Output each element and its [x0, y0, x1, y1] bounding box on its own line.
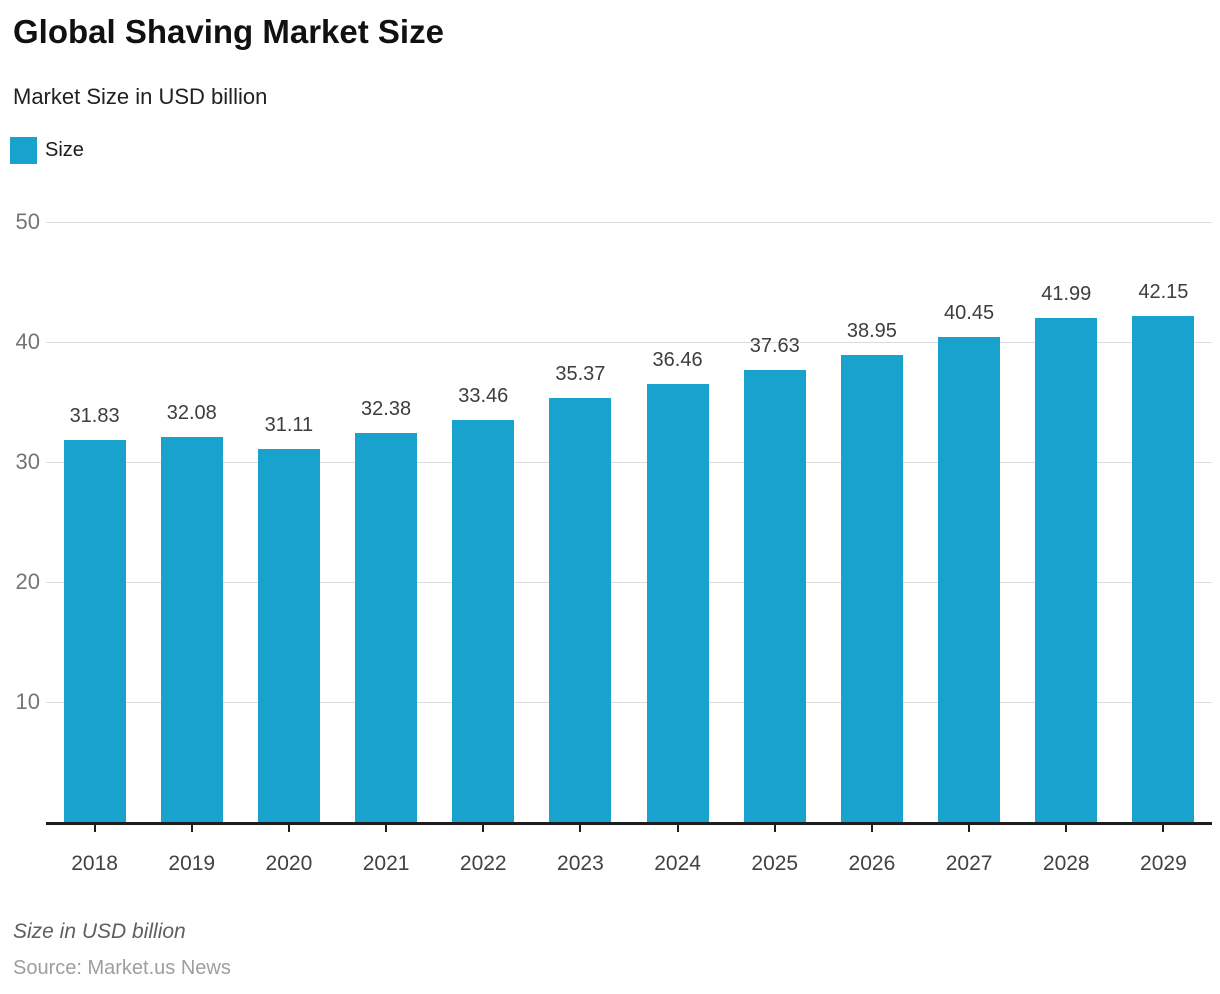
bar[interactable] — [743, 370, 806, 822]
gridline — [46, 701, 1212, 703]
plot-area: 10 20 30 40 50 31.83 2018 32.08 2019 31.11 2020 32.… — [16, 209, 1212, 875]
bar-value-label: 33.46 — [458, 385, 509, 408]
x-tick-label: 2026 — [848, 852, 896, 875]
x-tick-label: 2022 — [459, 852, 507, 875]
legend-swatch-icon[interactable] — [10, 137, 37, 164]
x-axis-line — [46, 822, 1212, 825]
bar[interactable] — [646, 384, 709, 822]
bar[interactable] — [257, 448, 320, 822]
bar[interactable] — [840, 354, 903, 822]
x-tick-label: 2029 — [1140, 852, 1187, 875]
x-tick — [482, 822, 485, 832]
x-tick — [968, 822, 971, 832]
x-tick-label: 2027 — [945, 852, 993, 875]
x-tick — [1065, 822, 1068, 832]
bar-value-label: 40.45 — [944, 301, 995, 324]
x-tick — [676, 822, 679, 832]
chart-title: Global Shaving Market Size — [13, 13, 444, 50]
bar[interactable] — [938, 336, 1001, 822]
bar[interactable] — [160, 437, 223, 822]
y-tick-label: 30 — [15, 449, 40, 474]
bar[interactable] — [63, 440, 126, 822]
bar-value-label: 38.95 — [846, 319, 897, 342]
bar-value-label: 41.99 — [1041, 283, 1092, 306]
bar-value-label: 32.08 — [166, 402, 217, 425]
chart-footnote: Size in USD billion — [13, 920, 186, 943]
bar[interactable] — [355, 433, 418, 822]
gridline — [46, 461, 1212, 463]
bar-value-label: 37.63 — [749, 335, 800, 358]
gridline — [46, 581, 1212, 583]
gridline — [46, 221, 1212, 223]
y-tick-label: 40 — [15, 329, 40, 354]
bar-value-label: 36.46 — [652, 349, 703, 372]
bar[interactable] — [1132, 316, 1195, 822]
bar-value-label: 31.83 — [69, 405, 120, 428]
x-tick — [579, 822, 582, 832]
bar-value-label: 42.15 — [1138, 281, 1189, 304]
x-tick-label: 2020 — [265, 852, 313, 875]
x-tick-label: 2021 — [362, 852, 410, 875]
legend-label[interactable]: Size — [45, 139, 84, 161]
bar-value-label: 35.37 — [555, 362, 606, 385]
x-tick-label: 2019 — [168, 852, 216, 875]
x-tick — [93, 822, 96, 832]
x-tick — [1162, 822, 1165, 832]
y-tick-label: 50 — [15, 209, 40, 234]
x-tick-label: 2024 — [654, 852, 701, 875]
x-tick — [190, 822, 193, 832]
x-tick-label: 2025 — [751, 852, 799, 875]
y-tick-label: 10 — [15, 689, 40, 714]
bar[interactable] — [1035, 318, 1098, 822]
bar[interactable] — [549, 397, 612, 822]
x-tick-label: 2018 — [71, 852, 118, 875]
legend: Size — [10, 137, 84, 164]
y-tick-label: 20 — [15, 569, 40, 594]
chart-source: Source: Market.us News — [13, 957, 231, 979]
x-tick-label: 2023 — [557, 852, 604, 875]
bar[interactable] — [452, 420, 515, 822]
bar-value-label: 32.38 — [361, 398, 412, 421]
x-tick-label: 2028 — [1042, 852, 1090, 875]
gridline — [46, 341, 1212, 343]
bar-value-label: 31.11 — [264, 413, 314, 436]
x-tick — [385, 822, 388, 832]
x-tick — [773, 822, 776, 832]
x-tick — [287, 822, 290, 832]
x-tick — [870, 822, 873, 832]
chart-subtitle: Market Size in USD billion — [13, 84, 268, 109]
